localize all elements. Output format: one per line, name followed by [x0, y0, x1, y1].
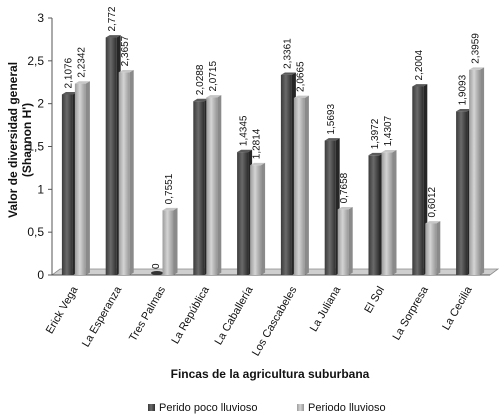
y-tick-label: 2 [37, 97, 44, 111]
x-tick-label: Los Cascabeles [250, 284, 300, 358]
data-label-1-2: 2,772 [107, 6, 118, 31]
data-label-2-3: 0,7551 [164, 173, 175, 204]
bar-1-1 [61, 92, 77, 275]
y-tick-label: 2,5 [27, 54, 44, 68]
legend: Perido poco lluvioso Periodo lluvioso [148, 402, 386, 414]
bar-2-2 [118, 69, 134, 275]
data-label-2-4: 2,0715 [208, 61, 219, 92]
data-label-2-5: 1,2814 [252, 128, 263, 159]
data-label-2-8: 1,4307 [383, 115, 394, 146]
y-tick-label: 0 [37, 268, 44, 282]
x-tick-label: La Juliana [308, 284, 344, 334]
data-label-2-2: 2,3657 [120, 35, 131, 66]
x-tick-label: La Caballería [213, 284, 257, 347]
bars [61, 35, 485, 276]
bar-1-2 [105, 35, 121, 276]
bar-2-4 [206, 95, 222, 275]
bar-1-8 [368, 152, 384, 275]
data-label-1-5: 1,4345 [239, 115, 250, 146]
data-label-2-7: 0,7658 [339, 172, 350, 203]
data-label-1-4: 2,0288 [195, 64, 206, 95]
x-tick-label: Erick Vega [44, 284, 81, 336]
x-tick-label: Tres Palmas [127, 284, 168, 344]
y-axis-title-line1: Valor de diversidad general [6, 62, 20, 218]
data-label-2-1: 2,2342 [76, 47, 87, 78]
data-label-2-6: 2,0665 [295, 61, 306, 92]
legend-label-series-2: Periodo lluvioso [308, 402, 386, 414]
data-label-1-8: 1,3972 [370, 118, 381, 149]
legend-swatch-series-2 [297, 404, 304, 411]
x-tick-label: La Esperanza [80, 284, 125, 350]
bar-2-9 [425, 221, 441, 275]
x-tick-label: La República [169, 284, 212, 346]
data-label-2-10: 2,3959 [471, 33, 482, 64]
y-tick-label: 3 [37, 11, 44, 25]
bar-1-3 [151, 271, 163, 275]
legend-label-series-1: Perido poco lluvioso [159, 402, 257, 414]
x-tick-labels: Erick Vega La Esperanza Tres Palmas La Repú… [44, 284, 475, 359]
data-label-1-7: 1,5693 [326, 104, 337, 135]
bar-1-6 [280, 72, 296, 276]
y-axis-title-line2: (Shannon H') [20, 103, 34, 177]
x-tick-label: La Cecilia [440, 284, 475, 333]
bar-2-3 [162, 207, 178, 275]
x-axis-title: Fincas de la agricultura suburbana [171, 367, 370, 381]
bar-2-8 [381, 150, 397, 275]
legend-swatch-series-1 [148, 404, 155, 411]
data-label-1-1: 2,1076 [63, 57, 74, 88]
bar-1-9 [412, 84, 428, 276]
bar-2-7 [337, 206, 353, 275]
y-tick-label: 1 [37, 182, 44, 196]
bar-2-5 [250, 162, 266, 275]
bar-1-7 [324, 138, 340, 275]
data-label-1-3: 0 [151, 263, 162, 269]
bar-2-6 [293, 95, 309, 276]
data-label-2-9: 0,6012 [427, 186, 438, 217]
x-tick-label: La Sorpresa [391, 284, 432, 343]
bar-2-1 [74, 81, 90, 275]
data-label-1-9: 2,2004 [414, 49, 425, 80]
y-ticks: 0 0,5 1 1,5 2 2,5 3 [27, 11, 52, 282]
bar-1-4 [193, 98, 209, 275]
bar-1-10 [456, 109, 472, 275]
data-label-1-10: 1,9093 [458, 74, 469, 105]
x-tick-label: El Sol [362, 285, 387, 316]
bar-1-5 [237, 149, 253, 275]
y-tick-label: 0,5 [27, 225, 44, 239]
data-label-1-6: 2,3361 [282, 38, 293, 69]
y-tick-label: 1,5 [27, 140, 44, 154]
bar-2-10 [469, 67, 485, 276]
